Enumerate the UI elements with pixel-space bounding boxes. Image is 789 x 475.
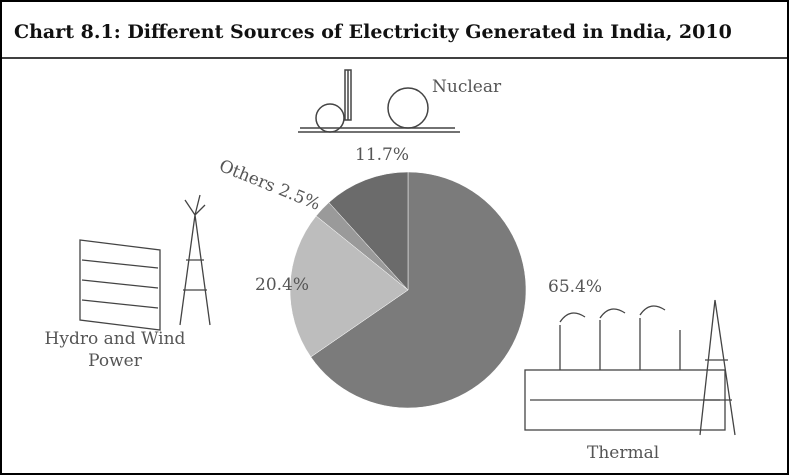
- value-label: 65.4%: [548, 277, 602, 297]
- value-label: 11.7%: [355, 145, 409, 165]
- category-label: Nuclear: [432, 77, 502, 97]
- thermal-illustration: [525, 300, 735, 435]
- others-label: Others 2.5%: [216, 156, 323, 215]
- hydro-illustration: [80, 195, 210, 330]
- page: Chart 8.1: Different Sources of Electric…: [0, 0, 789, 475]
- chart: Chart 8.1: Different Sources of Electric…: [0, 0, 789, 475]
- pie: [290, 172, 526, 408]
- value-label: 20.4%: [255, 275, 309, 295]
- category-label: Hydro and Wind Power: [40, 328, 190, 372]
- chart-title: Chart 8.1: Different Sources of Electric…: [14, 21, 732, 43]
- value-label: 2.5%: [276, 180, 324, 215]
- others-label-group: Others 2.5%: [216, 156, 323, 215]
- category-label: Others: [216, 156, 278, 197]
- category-label: Thermal: [587, 443, 659, 463]
